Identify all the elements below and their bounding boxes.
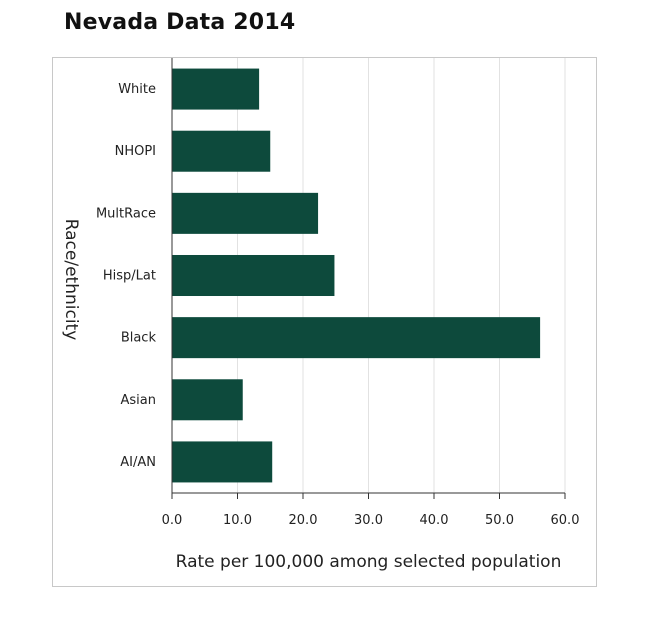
x-tick-label: 60.0 [551, 513, 580, 528]
x-tick-label: 0.0 [162, 513, 183, 528]
bar [172, 192, 319, 234]
y-tick-label: MultRace [96, 206, 156, 221]
bar [172, 130, 271, 172]
x-tick-label: 20.0 [289, 513, 318, 528]
x-axis: 0.0 10.0 20.0 30.0 40.0 50.0 60.0 [162, 492, 580, 528]
x-tick-label: 40.0 [420, 513, 449, 528]
x-tick-label: 30.0 [354, 513, 383, 528]
gridlines [237, 58, 566, 493]
x-tick-label: 10.0 [223, 513, 252, 528]
x-axis-title: Rate per 100,000 among selected populati… [176, 552, 562, 572]
y-tick-label: AI/AN [120, 455, 156, 470]
x-tick-label: 50.0 [485, 513, 514, 528]
chart-title: Nevada Data 2014 [64, 10, 296, 35]
y-axis: White NHOPI MultRace Hisp/Lat Black Asian AI/A… [96, 58, 173, 493]
bar [172, 379, 243, 421]
bar [172, 317, 541, 359]
y-tick-label: Hisp/Lat [103, 269, 156, 284]
bar [172, 68, 260, 110]
y-tick-label: Asian [121, 393, 156, 408]
bar [172, 254, 335, 297]
chart-frame [52, 57, 597, 587]
y-tick-label: White [118, 82, 156, 97]
y-tick-label: Black [121, 331, 157, 346]
y-axis-title: Race/ethnicity [61, 219, 81, 341]
bars [172, 68, 541, 483]
y-tick-label: NHOPI [115, 144, 156, 159]
bar [172, 441, 273, 483]
